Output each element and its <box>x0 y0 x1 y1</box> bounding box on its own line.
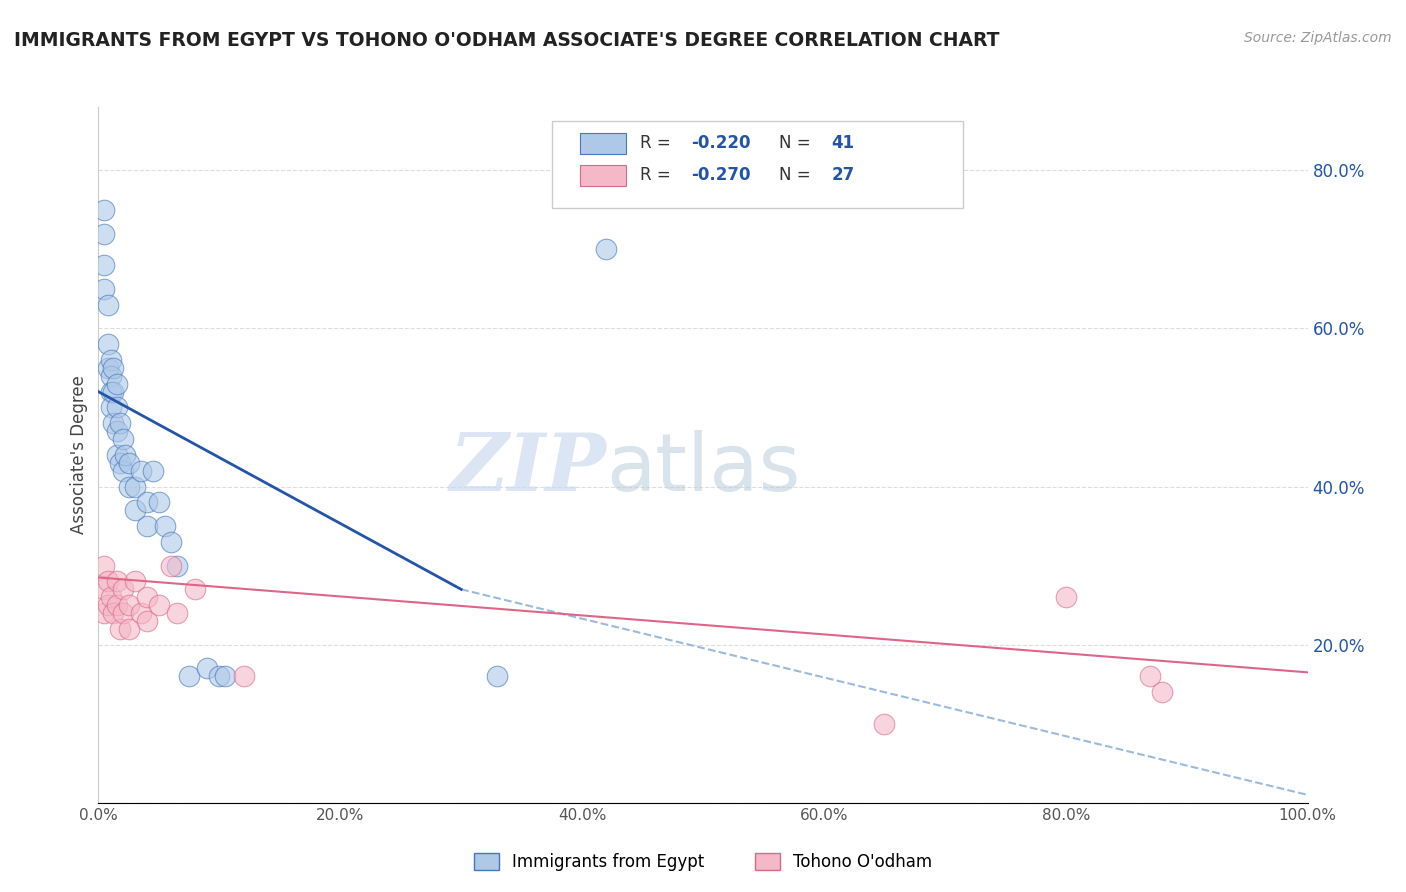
FancyBboxPatch shape <box>551 121 963 208</box>
Point <box>148 598 170 612</box>
Point <box>118 622 141 636</box>
Point <box>135 495 157 509</box>
Legend: Immigrants from Egypt, Tohono O'odham: Immigrants from Egypt, Tohono O'odham <box>465 845 941 880</box>
Point <box>118 598 141 612</box>
Point <box>105 598 128 612</box>
Bar <box>579 133 626 153</box>
Point <box>208 669 231 683</box>
Point <box>166 606 188 620</box>
Point <box>105 574 128 589</box>
Text: R =: R = <box>640 166 676 185</box>
Point <box>160 534 183 549</box>
Point <box>166 558 188 573</box>
Point <box>486 669 509 683</box>
Text: Source: ZipAtlas.com: Source: ZipAtlas.com <box>1244 31 1392 45</box>
Point <box>108 456 131 470</box>
Point <box>129 606 152 620</box>
Text: 27: 27 <box>831 166 855 185</box>
Point <box>97 598 120 612</box>
Point <box>97 298 120 312</box>
Point <box>148 495 170 509</box>
Point <box>105 424 128 438</box>
Point <box>101 360 124 375</box>
Point <box>1139 669 1161 683</box>
Point <box>1054 591 1077 605</box>
Point <box>108 622 131 636</box>
Point <box>100 401 122 415</box>
Point <box>93 227 115 241</box>
Text: R =: R = <box>640 134 676 153</box>
Point <box>93 282 115 296</box>
Text: N =: N = <box>779 166 815 185</box>
Y-axis label: Associate's Degree: Associate's Degree <box>70 376 89 534</box>
Point <box>105 376 128 391</box>
Point <box>105 448 128 462</box>
Point <box>595 243 617 257</box>
Point <box>111 464 134 478</box>
Point <box>195 661 218 675</box>
Point <box>101 606 124 620</box>
Text: ZIP: ZIP <box>450 430 606 508</box>
Point <box>135 614 157 628</box>
Point <box>108 417 131 431</box>
Point <box>114 448 136 462</box>
Point <box>93 582 115 597</box>
Point <box>214 669 236 683</box>
Point <box>153 519 176 533</box>
Point <box>111 432 134 446</box>
Point <box>97 337 120 351</box>
Point <box>232 669 254 683</box>
Point <box>100 368 122 383</box>
Point <box>93 258 115 272</box>
Point <box>93 558 115 573</box>
Bar <box>579 165 626 186</box>
Point <box>93 202 115 217</box>
Point <box>124 503 146 517</box>
Point <box>160 558 183 573</box>
Point <box>97 574 120 589</box>
Point <box>142 464 165 478</box>
Point <box>111 606 134 620</box>
Point <box>101 417 124 431</box>
Point <box>135 519 157 533</box>
Point <box>124 574 146 589</box>
Point <box>873 716 896 731</box>
Point <box>118 479 141 493</box>
Point <box>184 582 207 597</box>
Text: IMMIGRANTS FROM EGYPT VS TOHONO O'ODHAM ASSOCIATE'S DEGREE CORRELATION CHART: IMMIGRANTS FROM EGYPT VS TOHONO O'ODHAM … <box>14 31 1000 50</box>
Point <box>135 591 157 605</box>
Point <box>100 384 122 399</box>
Point <box>111 582 134 597</box>
Point <box>93 606 115 620</box>
Text: -0.220: -0.220 <box>690 134 751 153</box>
Point <box>118 456 141 470</box>
Text: -0.270: -0.270 <box>690 166 751 185</box>
Point <box>124 479 146 493</box>
Text: atlas: atlas <box>606 430 800 508</box>
Point <box>1152 685 1174 699</box>
Point <box>101 384 124 399</box>
Point <box>100 353 122 368</box>
Point <box>129 464 152 478</box>
Text: 41: 41 <box>831 134 855 153</box>
Point <box>179 669 201 683</box>
Point <box>97 360 120 375</box>
Point <box>105 401 128 415</box>
Point <box>100 591 122 605</box>
Text: N =: N = <box>779 134 815 153</box>
